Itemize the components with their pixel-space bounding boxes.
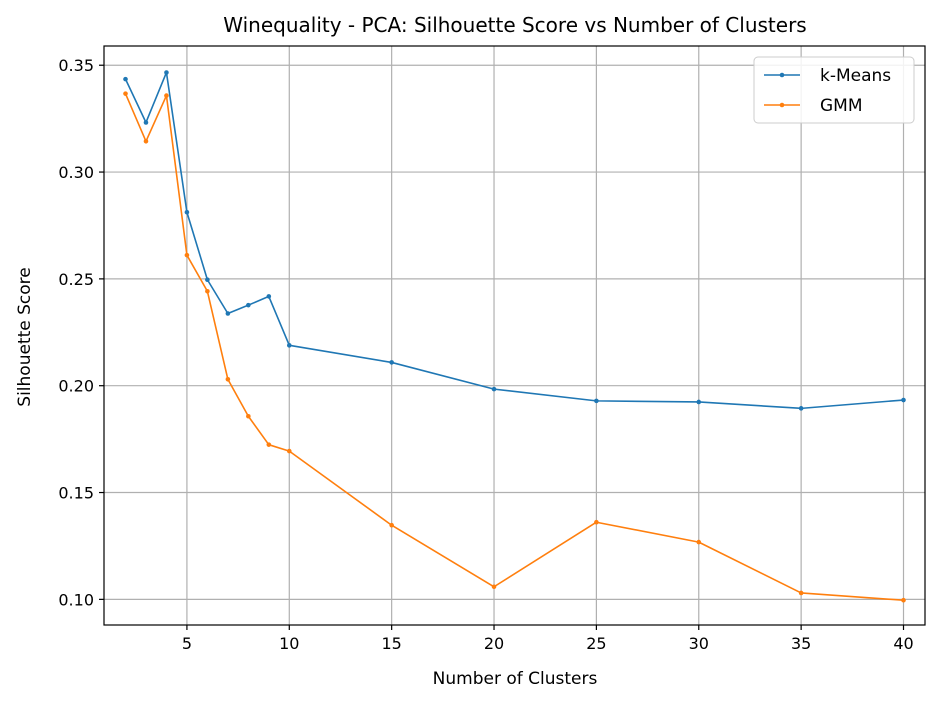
series-gmm [123, 91, 906, 603]
x-tick-label: 15 [381, 634, 401, 653]
data-point-gmm [143, 138, 149, 144]
data-point-gmm [491, 584, 497, 590]
data-point-k-means [286, 343, 292, 348]
x-tick-label: 40 [893, 634, 913, 653]
data-point-gmm [389, 522, 394, 528]
series-k-means [123, 70, 906, 411]
data-point-gmm [164, 93, 169, 98]
data-point-gmm [798, 590, 804, 596]
x-tick-label: 35 [791, 634, 811, 653]
data-point-k-means [389, 360, 394, 365]
data-point-gmm [205, 288, 210, 294]
grid-lines [104, 46, 925, 625]
x-tick-label: 30 [689, 634, 709, 653]
y-tick-label: 0.20 [58, 377, 94, 396]
data-point-gmm [286, 448, 292, 454]
legend-box [753, 56, 915, 124]
data-point-gmm [184, 252, 190, 258]
data-point-gmm [266, 442, 272, 447]
y-tick-label: 0.15 [58, 484, 94, 503]
plot-frame [103, 45, 926, 626]
data-point-k-means [143, 120, 149, 125]
data-point-k-means [205, 277, 210, 283]
legend-label-k-means: k-Means [820, 66, 891, 86]
series-layer [123, 70, 906, 603]
legend-label-gmm: GMM [820, 96, 863, 116]
y-axis-label: Silhouette Score [15, 267, 35, 406]
x-tick-label: 5 [182, 634, 192, 653]
legend: k-Means GMM [753, 56, 915, 124]
data-point-k-means [225, 311, 231, 316]
data-point-gmm [123, 91, 128, 96]
data-point-k-means [164, 70, 169, 75]
y-axis: 0.10 0.15 0.20 0.25 0.30 0.35 [58, 56, 104, 609]
data-point-gmm [594, 519, 599, 525]
x-tick-label: 20 [484, 634, 504, 653]
x-tick-label: 10 [279, 634, 299, 653]
data-point-gmm [225, 376, 231, 382]
legend-marker-k-means [779, 72, 785, 78]
data-point-k-means [246, 302, 251, 308]
data-point-gmm [696, 539, 702, 545]
y-tick-label: 0.30 [58, 163, 94, 182]
chart-title: Winequality - PCA: Silhouette Score vs N… [223, 13, 806, 37]
data-point-k-means [696, 399, 702, 405]
x-axis-label: Number of Clusters [433, 669, 598, 689]
data-point-k-means [123, 76, 128, 82]
data-point-k-means [491, 386, 497, 392]
data-point-k-means [266, 294, 272, 299]
y-tick-label: 0.25 [58, 270, 94, 289]
data-point-k-means [184, 209, 190, 215]
data-point-k-means [798, 406, 804, 411]
data-point-k-means [594, 398, 599, 404]
x-tick-label: 25 [586, 634, 606, 653]
y-tick-label: 0.10 [58, 590, 94, 609]
plot-area [103, 45, 926, 626]
data-point-gmm [901, 597, 906, 603]
data-point-k-means [901, 397, 906, 403]
x-axis: 5 10 15 20 25 30 35 40 [182, 625, 914, 653]
y-tick-label: 0.35 [58, 56, 94, 75]
data-point-gmm [246, 413, 251, 419]
legend-marker-gmm [779, 102, 785, 108]
